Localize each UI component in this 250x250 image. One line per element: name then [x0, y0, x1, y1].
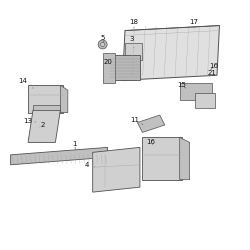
Text: 14: 14 [19, 78, 33, 88]
Text: 2: 2 [40, 122, 45, 128]
Text: 11: 11 [130, 117, 143, 124]
Circle shape [101, 42, 104, 46]
Text: 15: 15 [177, 82, 186, 88]
Polygon shape [28, 110, 60, 142]
Text: 20: 20 [104, 58, 112, 64]
Polygon shape [180, 83, 212, 100]
Polygon shape [11, 147, 108, 165]
Text: 18: 18 [129, 19, 138, 28]
Polygon shape [33, 105, 60, 110]
Text: 16: 16 [210, 63, 218, 70]
Text: 13: 13 [23, 118, 36, 124]
Polygon shape [125, 43, 142, 60]
Text: 5: 5 [101, 36, 105, 43]
Polygon shape [194, 93, 214, 108]
Polygon shape [110, 56, 140, 80]
Text: 1: 1 [72, 142, 77, 149]
Polygon shape [142, 138, 182, 180]
Polygon shape [103, 53, 115, 83]
Text: 3: 3 [129, 36, 134, 48]
Polygon shape [138, 115, 165, 132]
Polygon shape [122, 26, 220, 80]
Polygon shape [93, 147, 140, 192]
Text: 17: 17 [190, 19, 198, 28]
Polygon shape [60, 85, 68, 112]
Text: 21: 21 [207, 70, 216, 76]
Polygon shape [28, 85, 63, 112]
Text: 16: 16 [146, 140, 155, 145]
Circle shape [98, 40, 107, 49]
Polygon shape [180, 138, 190, 180]
Text: 4: 4 [84, 162, 94, 168]
